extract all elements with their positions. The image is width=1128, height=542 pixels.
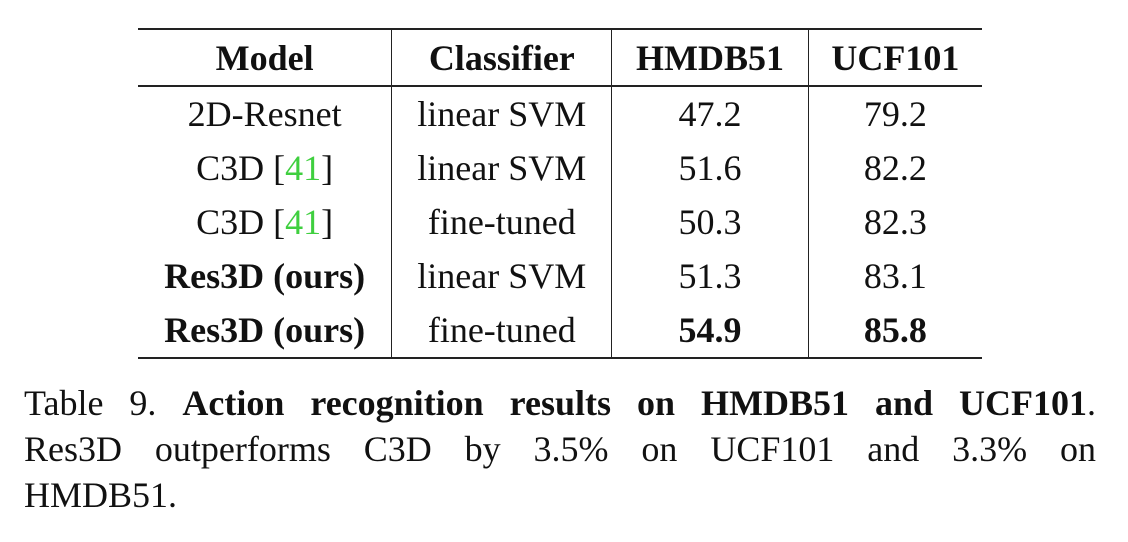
results-table: Model Classifier HMDB51 UCF101 2D-Resnet… [138, 28, 982, 359]
cell-classifier: fine-tuned [391, 195, 613, 249]
model-suffix: ] [321, 202, 334, 242]
cell-model: Res3D (ours) [138, 249, 393, 303]
table-row: Res3D (ours) linear SVM 51.3 83.1 [138, 249, 982, 303]
citation-link[interactable]: 41 [285, 148, 322, 188]
table-row: C3D [41] linear SVM 51.6 82.2 [138, 141, 982, 195]
cell-ucf101: 79.2 [863, 94, 927, 134]
cell-hmdb51: 54.9 [611, 303, 809, 358]
model-name: Res3D (ours) [164, 310, 366, 350]
caption-line-3: HMDB51. [24, 475, 178, 515]
header-hmdb51: HMDB51 [611, 29, 809, 86]
model-name: C3D [ [196, 148, 286, 188]
cell-model: C3D [41] [138, 195, 393, 249]
caption-label: Table 9. [24, 383, 157, 423]
header-ucf101: UCF101 [831, 37, 960, 78]
cell-classifier: linear SVM [391, 86, 613, 141]
cell-ucf101: 85.8 [863, 310, 927, 350]
table-caption: Table 9. Action recognition results on H… [24, 380, 1096, 518]
model-name: Res3D (ours) [164, 256, 366, 296]
table-row: Res3D (ours) fine-tuned 54.9 85.8 [138, 303, 982, 358]
table-row: 2D-Resnet linear SVM 47.2 79.2 [138, 86, 982, 141]
cell-hmdb51: 50.3 [611, 195, 809, 249]
citation-link[interactable]: 41 [285, 202, 322, 242]
caption-title: Action recognition results on HMDB51 and… [182, 383, 1087, 423]
cell-ucf101: 82.3 [863, 202, 927, 242]
cell-model: Res3D (ours) [138, 303, 393, 358]
caption-line-2: Res3D outperforms C3D by 3.5% on UCF101 … [24, 429, 1096, 469]
model-suffix: ] [321, 148, 334, 188]
cell-classifier: linear SVM [391, 141, 613, 195]
table-row: C3D [41] fine-tuned 50.3 82.3 [138, 195, 982, 249]
cell-classifier: fine-tuned [391, 303, 613, 358]
cell-ucf101: 82.2 [863, 148, 927, 188]
table-body: 2D-Resnet linear SVM 47.2 79.2 C3D [41] … [138, 86, 982, 358]
model-name: 2D-Resnet [187, 94, 342, 134]
cell-hmdb51: 47.2 [611, 86, 809, 141]
table-header: Model Classifier HMDB51 UCF101 [138, 29, 982, 86]
cell-model: C3D [41] [138, 141, 393, 195]
caption-title-end: . [1087, 383, 1096, 423]
model-name: C3D [ [196, 202, 286, 242]
results-table-container: Model Classifier HMDB51 UCF101 2D-Resnet… [138, 28, 982, 359]
cell-classifier: linear SVM [391, 249, 613, 303]
cell-ucf101: 83.1 [863, 256, 927, 296]
cell-hmdb51: 51.6 [611, 141, 809, 195]
header-model: Model [138, 29, 393, 86]
header-classifier: Classifier [391, 29, 613, 86]
header-row: Model Classifier HMDB51 UCF101 [138, 29, 982, 86]
caption-line-1: Table 9. Action recognition results on H… [24, 380, 1096, 426]
cell-model: 2D-Resnet [138, 86, 393, 141]
cell-hmdb51: 51.3 [611, 249, 809, 303]
